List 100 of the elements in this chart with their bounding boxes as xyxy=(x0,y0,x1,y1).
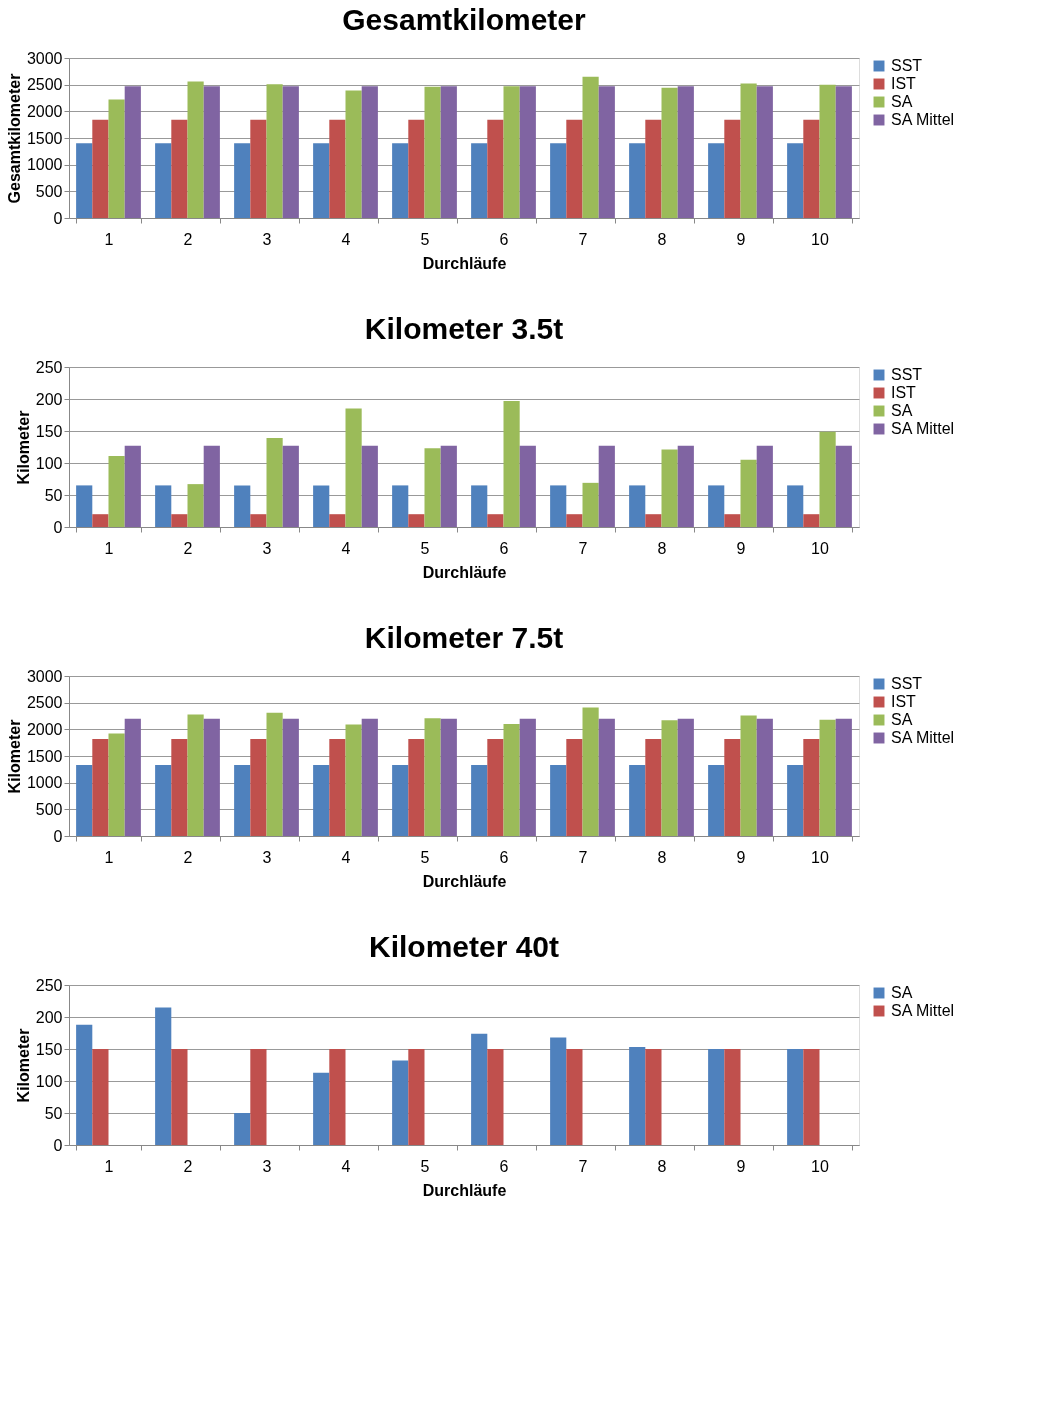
bar xyxy=(187,81,204,218)
x-axis-title: Durchläufe xyxy=(422,563,507,581)
chart-title: Gesamtkilometer xyxy=(342,3,587,36)
x-tick-label: 7 xyxy=(578,539,588,557)
bar xyxy=(313,765,330,836)
x-tick-label: 8 xyxy=(657,230,667,248)
bar xyxy=(155,1007,172,1145)
legend-label: IST xyxy=(891,384,917,401)
bar xyxy=(329,119,346,218)
bar xyxy=(708,1049,725,1145)
bar xyxy=(629,765,646,836)
y-axis-title: Kilometer xyxy=(5,719,23,794)
y-tick-label: 0 xyxy=(53,518,63,536)
y-tick-label: 100 xyxy=(35,1072,63,1090)
bar xyxy=(519,718,536,836)
x-axis-title: Durchläufe xyxy=(422,254,507,272)
legend-label: SA Mittel xyxy=(891,111,955,128)
x-tick-label: 4 xyxy=(341,848,351,866)
bar xyxy=(392,485,409,527)
bar xyxy=(329,514,346,527)
bar xyxy=(187,714,204,836)
y-tick-label: 1000 xyxy=(26,774,63,792)
y-tick-label: 50 xyxy=(44,486,63,504)
bar xyxy=(329,738,346,836)
bar xyxy=(566,1049,583,1145)
bar xyxy=(471,765,488,836)
y-axis-title: Kilometer xyxy=(14,1028,32,1103)
bar xyxy=(756,445,773,527)
bar xyxy=(787,143,804,218)
x-tick-label: 4 xyxy=(341,1157,351,1175)
bar xyxy=(313,143,330,218)
bar xyxy=(282,718,299,836)
bar xyxy=(708,143,725,218)
bar xyxy=(408,119,425,218)
bar xyxy=(645,1049,662,1145)
bar xyxy=(250,738,267,836)
bar xyxy=(803,738,820,836)
x-tick-label: 10 xyxy=(811,230,829,248)
bar xyxy=(92,514,109,527)
x-tick-label: 9 xyxy=(736,848,746,866)
legend-label: IST xyxy=(891,75,917,92)
y-tick-label: 500 xyxy=(35,182,63,200)
y-tick-label: 200 xyxy=(35,390,63,408)
bar xyxy=(803,1049,820,1145)
bar xyxy=(266,84,283,218)
x-tick-label: 5 xyxy=(420,848,430,866)
chart-title: Kilometer 7.5t xyxy=(364,621,564,654)
bar xyxy=(566,514,583,527)
bar xyxy=(708,765,725,836)
x-tick-label: 7 xyxy=(578,848,588,866)
x-tick-label: 10 xyxy=(811,1157,829,1175)
x-tick-label: 7 xyxy=(578,1157,588,1175)
bar xyxy=(740,83,757,218)
bar xyxy=(234,485,251,527)
bar xyxy=(661,720,678,836)
bar xyxy=(503,86,520,218)
bar xyxy=(629,485,646,527)
bar xyxy=(155,485,172,527)
x-tick-label: 6 xyxy=(499,848,509,866)
bar xyxy=(313,485,330,527)
y-tick-label: 2000 xyxy=(26,720,63,738)
y-tick-label: 250 xyxy=(35,358,63,376)
x-tick-label: 6 xyxy=(499,230,509,248)
legend-label: SST xyxy=(891,366,923,383)
x-tick-label: 2 xyxy=(183,539,193,557)
x-tick-label: 1 xyxy=(104,539,114,557)
x-tick-label: 10 xyxy=(811,848,829,866)
y-tick-label: 100 xyxy=(35,454,63,472)
bar xyxy=(424,718,441,836)
bar xyxy=(124,86,141,218)
bar xyxy=(708,485,725,527)
bar xyxy=(171,1049,188,1145)
bar xyxy=(392,1060,409,1145)
x-tick-label: 9 xyxy=(736,230,746,248)
bar xyxy=(440,445,457,527)
bar xyxy=(187,484,204,527)
y-tick-label: 2500 xyxy=(26,694,63,712)
y-tick-label: 1500 xyxy=(26,747,63,765)
bar xyxy=(756,718,773,836)
bar xyxy=(234,1113,251,1145)
x-tick-label: 5 xyxy=(420,1157,430,1175)
bar xyxy=(487,1049,504,1145)
bar xyxy=(76,1024,93,1145)
bar xyxy=(582,482,599,527)
bar xyxy=(234,765,251,836)
bar xyxy=(487,738,504,836)
y-tick-label: 150 xyxy=(35,422,63,440)
y-tick-label: 3000 xyxy=(26,667,63,685)
x-tick-label: 3 xyxy=(262,230,272,248)
legend-label: SA Mittel xyxy=(891,729,955,746)
bar xyxy=(629,143,646,218)
x-tick-label: 8 xyxy=(657,848,667,866)
y-tick-label: 150 xyxy=(35,1040,63,1058)
y-tick-label: 200 xyxy=(35,1008,63,1026)
bar xyxy=(724,119,741,218)
bar xyxy=(835,718,852,836)
bar xyxy=(740,715,757,836)
bar xyxy=(171,119,188,218)
bar xyxy=(566,119,583,218)
bar xyxy=(740,459,757,527)
